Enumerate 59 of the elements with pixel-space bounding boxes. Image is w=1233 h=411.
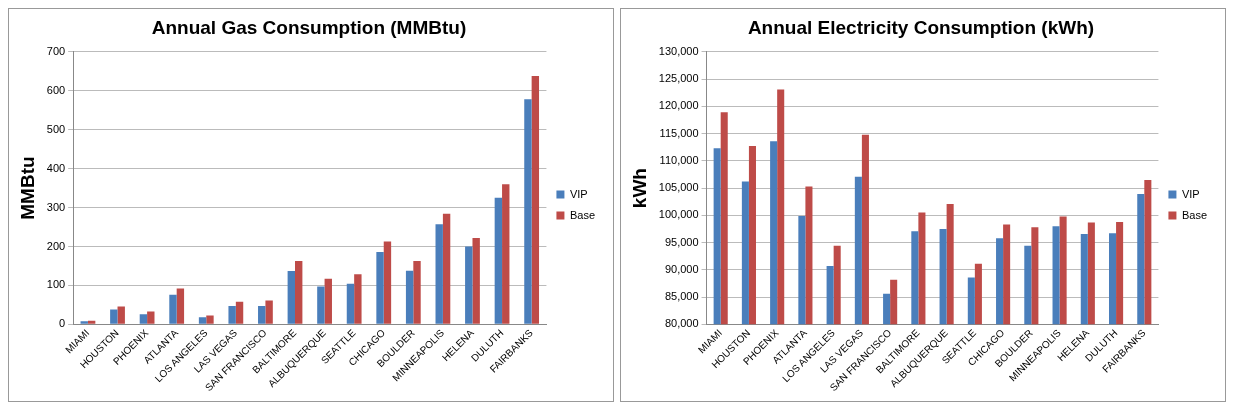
bar: [502, 184, 510, 324]
bar: [472, 237, 480, 324]
y-tick-label: 100: [46, 278, 66, 291]
legend-label: VIP: [569, 187, 588, 200]
y-tick-label: 500: [46, 122, 66, 135]
y-tick-label: 115,000: [659, 126, 699, 139]
legend-label: Base: [1181, 208, 1208, 221]
bar: [265, 300, 273, 324]
y-tick-label: 300: [46, 200, 66, 213]
y-tick-label: 100,000: [658, 208, 699, 221]
bar: [435, 224, 443, 324]
y-axis-title: MMBtu: [16, 156, 38, 220]
bar: [494, 197, 503, 324]
bar: [295, 260, 303, 324]
bar: [198, 317, 207, 324]
y-tick-label: 200: [46, 239, 66, 252]
bar: [524, 99, 532, 324]
y-tick-label: 110,000: [659, 153, 699, 166]
y-tick-label: 120,000: [658, 99, 699, 112]
y-tick-label: 0: [59, 317, 66, 330]
legend-label: Base: [569, 208, 596, 221]
y-tick-label: 400: [46, 161, 66, 174]
bar: [176, 288, 185, 324]
bar: [383, 241, 392, 324]
y-tick-label: 130,000: [658, 44, 699, 57]
y-tick-label: 85,000: [664, 290, 699, 303]
chart-title: Annual Electricity Consumption (kWh): [747, 16, 1095, 38]
y-tick-label: 90,000: [664, 262, 699, 275]
y-axis-title: kWh: [628, 168, 650, 209]
bar: [80, 321, 88, 324]
bar: [258, 306, 266, 324]
bar: [405, 270, 414, 324]
y-tick-label: 105,000: [658, 181, 699, 194]
bar: [110, 309, 118, 324]
y-tick-label: 600: [46, 83, 66, 96]
bar: [206, 315, 214, 324]
bar: [442, 213, 451, 324]
bar: [87, 320, 96, 324]
bar: [228, 306, 236, 324]
y-tick-label: 80,000: [664, 317, 699, 330]
bar: [287, 271, 295, 324]
y-tick-label: 700: [46, 44, 66, 57]
chart-title: Annual Gas Consumption (MMBtu): [151, 16, 467, 38]
y-tick-label: 95,000: [664, 235, 699, 248]
bar: [139, 314, 148, 324]
bar: [317, 286, 325, 324]
bar: [465, 246, 473, 324]
bar: [376, 251, 384, 324]
legend-label: VIP: [1181, 187, 1200, 200]
bar: [324, 278, 332, 324]
y-tick-label: 125,000: [658, 72, 699, 85]
bar: [413, 260, 421, 324]
bar: [346, 283, 355, 324]
bar: [235, 301, 244, 324]
bar: [169, 294, 177, 324]
bar: [117, 306, 125, 324]
bar: [354, 274, 362, 324]
bar: [147, 311, 155, 324]
bar: [531, 75, 540, 324]
